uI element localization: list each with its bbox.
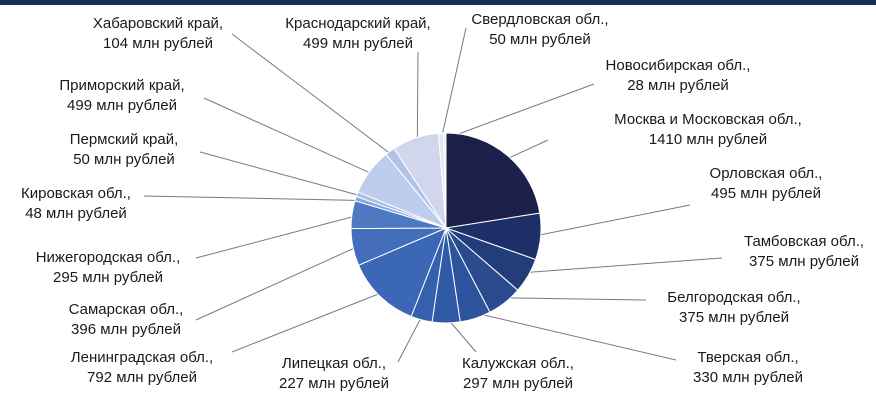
slice-label-value: 50 млн рублей [73,151,175,168]
slice-label-value: 792 млн рублей [87,369,197,386]
slice-label-value: 50 млн рублей [489,31,591,48]
slice-label-region: Пермский край, [70,131,179,148]
slice-label-region: Белгородская обл., [667,289,800,306]
slice-labels: Москва и Московская обл., 1410 млн рублей… [21,11,864,392]
leader-line [444,83,595,140]
slice-label-region: Тверская обл., [697,349,798,366]
leader-line [195,245,360,321]
slice-label-value: 375 млн рублей [679,309,789,326]
leader-line [143,195,362,201]
leader-line [534,204,691,237]
slice-label-region: Приморский край, [59,77,184,94]
slice-label-region: Новосибирская обл., [606,57,751,74]
slice-label-region: Свердловская обл., [471,11,608,28]
leader-line [501,297,647,301]
leader-line [522,257,723,274]
slice-label-region: Краснодарский край, [285,15,430,32]
slice-label-value: 499 млн рублей [67,97,177,114]
slice-label-region: Калужская обл., [462,355,574,372]
slice-label-region: Хабаровский край, [93,15,223,32]
slice-label-value: 330 млн рублей [693,369,803,386]
slice-label-value: 396 млн рублей [71,321,181,338]
leader-lines [143,27,723,363]
slice-label-value: 295 млн рублей [53,269,163,286]
slice-label-value: 1410 млн рублей [649,131,767,148]
slice-label-value: 495 млн рублей [711,185,821,202]
leader-line [416,51,419,144]
leader-line [199,151,363,197]
leader-line [231,33,394,157]
leader-line [473,312,677,361]
slice-label-region: Липецкая обл., [282,355,386,372]
slice-label-value: 297 млн рублей [463,375,573,392]
leader-line [503,139,549,161]
leader-line [195,214,359,259]
slice-label-region: Москва и Московская обл., [614,111,802,128]
leader-line [231,291,385,353]
top-border [0,0,876,5]
pie-slice [445,132,541,229]
slice-label-value: 28 млн рублей [627,77,729,94]
leader-line [440,27,467,140]
slice-label-region: Нижегородская обл., [36,249,181,266]
slice-label-region: Ленинградская обл., [71,349,213,366]
slice-label-value: 48 млн рублей [25,205,127,222]
pie-slice [442,132,447,229]
slice-label-value: 375 млн рублей [749,253,859,270]
slice-label-region: Кировская обл., [21,185,131,202]
slice-label-region: Орловская обл., [710,165,823,182]
slice-label-region: Тамбовская обл., [744,233,864,250]
leader-line [397,313,424,363]
pie-slice [357,227,447,318]
slice-label-value: 499 млн рублей [303,35,413,52]
slice-label-region: Самарская обл., [69,301,184,318]
pie-slices [350,132,542,324]
slice-label-value: 104 млн рублей [103,35,213,52]
leader-line [203,97,375,176]
slice-label-value: 227 млн рублей [279,375,389,392]
